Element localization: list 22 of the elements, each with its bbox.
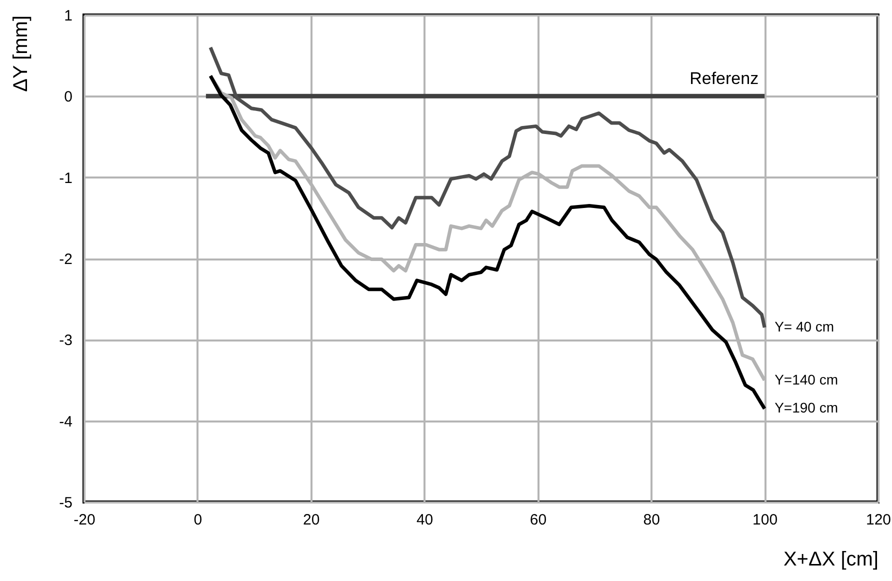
series-label: Y=190 cm bbox=[774, 400, 838, 416]
x-tick-label: 120 bbox=[866, 512, 892, 528]
series-label: Y=140 cm bbox=[774, 371, 838, 388]
x-tick-label: 40 bbox=[416, 512, 434, 528]
y-tick-label: -2 bbox=[59, 251, 72, 268]
x-tick-label: 0 bbox=[194, 512, 202, 528]
x-tick-label: 100 bbox=[752, 512, 778, 528]
line-series bbox=[208, 46, 766, 330]
series-label: Y= 40 cm bbox=[774, 318, 834, 334]
y-tick-label: 1 bbox=[64, 8, 72, 24]
x-tick-label: -20 bbox=[74, 512, 96, 528]
y-tick-label: -5 bbox=[59, 494, 72, 512]
y-axis-title: ΔY [mm] bbox=[10, 16, 32, 92]
y-tick-label: -1 bbox=[59, 170, 72, 187]
x-tick-label: 60 bbox=[530, 512, 547, 528]
y-tick-label: -4 bbox=[59, 413, 72, 430]
y-tick-label: -3 bbox=[59, 332, 72, 350]
series-label: Referenz bbox=[690, 69, 759, 88]
x-tick-label: 80 bbox=[643, 512, 660, 528]
x-tick-label: 20 bbox=[303, 512, 320, 528]
y-tick-label: 0 bbox=[64, 88, 72, 106]
x-axis-title: X+ΔX [cm] bbox=[783, 548, 878, 570]
